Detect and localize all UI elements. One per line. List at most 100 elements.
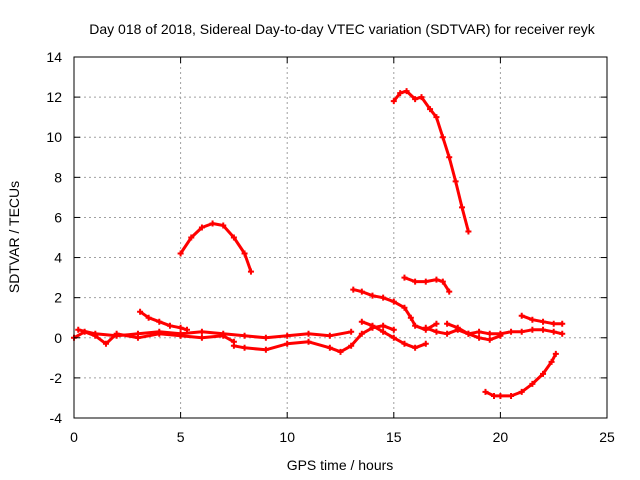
data-point [540, 326, 547, 333]
data-point [497, 392, 504, 399]
y-tick-label: 12 [46, 89, 62, 105]
x-tick-label: 10 [279, 429, 295, 445]
data-point [422, 340, 429, 347]
data-point [422, 324, 429, 331]
data-point [446, 288, 453, 295]
data-point [241, 344, 248, 351]
data-point [380, 328, 387, 335]
y-tick-label: 14 [46, 49, 62, 65]
x-tick-label: 25 [599, 429, 615, 445]
series-line [351, 288, 438, 332]
data-point [508, 392, 515, 399]
data-point [550, 328, 557, 335]
data-point [358, 288, 365, 295]
data-point [220, 222, 227, 229]
data-series [71, 88, 566, 399]
data-point [486, 330, 493, 337]
data-point [390, 326, 397, 333]
data-point [284, 340, 291, 347]
data-point [305, 330, 312, 337]
data-point [529, 316, 536, 323]
data-point [401, 340, 408, 347]
data-point [156, 318, 163, 325]
data-point [446, 154, 453, 161]
y-tick-label: 2 [54, 290, 62, 306]
data-point [486, 336, 493, 343]
data-point [433, 114, 440, 121]
data-point [358, 330, 365, 337]
grid [74, 57, 607, 418]
data-point [348, 342, 355, 349]
data-point [476, 334, 483, 341]
series-line [232, 324, 396, 354]
series-line [76, 328, 353, 340]
data-point [518, 312, 525, 319]
data-point [390, 298, 397, 305]
x-tick-label: 20 [493, 429, 509, 445]
data-point [326, 344, 333, 351]
data-point [491, 392, 498, 399]
data-point [220, 330, 227, 337]
data-point [113, 332, 120, 339]
y-tick-label: 6 [54, 209, 62, 225]
chart-title: Day 018 of 2018, Sidereal Day-to-day VTE… [89, 21, 595, 37]
data-point [433, 328, 440, 335]
data-point [418, 94, 425, 101]
data-point [75, 326, 82, 333]
x-axis-label: GPS time / hours [287, 457, 394, 473]
data-point [380, 322, 387, 329]
data-point [518, 328, 525, 335]
series-arc-9 [401, 274, 453, 295]
data-point [166, 322, 173, 329]
data-point [262, 346, 269, 353]
data-point [209, 220, 216, 227]
y-axis-label: SDTVAR / TECUs [6, 181, 22, 293]
data-point [454, 324, 461, 331]
axis-ticks: 0 5 10 15 20 25 -4 -2 0 2 4 6 8 10 12 14 [46, 49, 615, 445]
data-point [559, 320, 566, 327]
data-point [145, 314, 152, 321]
series-arc-5 [137, 308, 190, 333]
data-point [177, 250, 184, 257]
x-tick-label: 15 [386, 429, 402, 445]
data-point [444, 320, 451, 327]
data-point [241, 250, 248, 257]
data-point [305, 338, 312, 345]
y-tick-label: -2 [50, 370, 63, 386]
data-point [412, 344, 419, 351]
data-point [348, 328, 355, 335]
data-point [559, 330, 566, 337]
data-point [198, 334, 205, 341]
data-point [518, 388, 525, 395]
data-point [326, 332, 333, 339]
data-point [284, 332, 291, 339]
y-tick-label: 0 [54, 330, 62, 346]
data-point [439, 134, 446, 141]
data-point [177, 324, 184, 331]
data-point [508, 328, 515, 335]
data-point [427, 106, 434, 113]
series-arc-6 [350, 286, 440, 333]
data-point [337, 348, 344, 355]
data-point [183, 326, 190, 333]
data-point [198, 328, 205, 335]
data-point [188, 234, 195, 241]
data-point [476, 328, 483, 335]
data-point [407, 314, 414, 321]
data-point [403, 88, 410, 95]
data-point [397, 90, 404, 97]
data-point [540, 318, 547, 325]
data-point [198, 224, 205, 231]
data-point [433, 276, 440, 283]
data-point [380, 294, 387, 301]
x-tick-label: 0 [70, 429, 78, 445]
data-point [422, 278, 429, 285]
data-point [247, 268, 254, 275]
data-point [552, 350, 559, 357]
data-point [550, 320, 557, 327]
data-point [529, 326, 536, 333]
data-point [465, 330, 472, 337]
y-tick-label: 4 [54, 250, 62, 266]
data-point [156, 328, 163, 335]
